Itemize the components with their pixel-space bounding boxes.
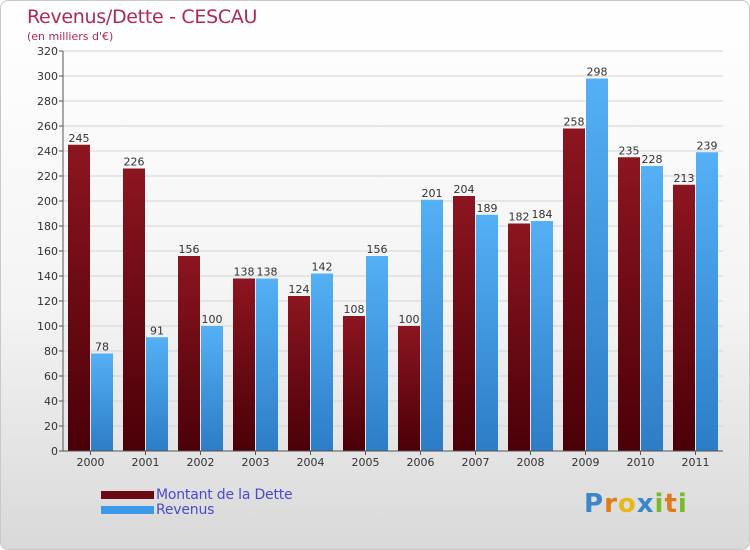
y-tick-label: 80 bbox=[44, 345, 58, 358]
bar-value-label: 100 bbox=[399, 313, 420, 326]
bar-debt bbox=[123, 168, 145, 451]
logo-letter: P bbox=[584, 489, 605, 519]
x-tick-label: 2010 bbox=[627, 456, 655, 469]
y-tick-label: 180 bbox=[37, 220, 58, 233]
bar-value-label: 78 bbox=[95, 341, 109, 354]
bar-revenus bbox=[366, 256, 388, 451]
y-tick-label: 20 bbox=[44, 420, 58, 433]
y-tick-label: 220 bbox=[37, 170, 58, 183]
bar-value-label: 108 bbox=[344, 303, 365, 316]
bar-value-label: 124 bbox=[289, 283, 310, 296]
legend-label-revenus: Revenus bbox=[156, 501, 215, 518]
x-tick-label: 2001 bbox=[132, 456, 160, 469]
y-tick-label: 200 bbox=[37, 195, 58, 208]
bar-value-label: 100 bbox=[202, 313, 223, 326]
bar-revenus bbox=[421, 199, 443, 451]
x-tick-label: 2011 bbox=[682, 456, 710, 469]
bar-debt bbox=[618, 157, 640, 451]
bar-value-label: 138 bbox=[234, 266, 255, 279]
bar-value-label: 182 bbox=[509, 211, 530, 224]
bar-value-label: 228 bbox=[642, 153, 663, 166]
bar-value-label: 142 bbox=[312, 261, 333, 274]
legend: Montant de la Dette Revenus bbox=[101, 486, 293, 518]
proxiti-logo: Proxiti bbox=[584, 489, 688, 519]
bar-value-label: 138 bbox=[257, 266, 278, 279]
y-tick-label: 320 bbox=[37, 45, 58, 58]
y-tick-label: 140 bbox=[37, 270, 58, 283]
logo-letter: o bbox=[617, 489, 637, 519]
bar-value-label: 245 bbox=[69, 132, 90, 145]
legend-label-debt: Montant de la Dette bbox=[156, 486, 293, 503]
logo-letter: i bbox=[677, 489, 688, 519]
y-tick-label: 60 bbox=[44, 370, 58, 383]
bar-value-label: 298 bbox=[587, 66, 608, 79]
bar-value-label: 184 bbox=[532, 208, 553, 221]
bar-value-label: 189 bbox=[477, 202, 498, 215]
bar-value-label: 156 bbox=[367, 243, 388, 256]
bar-debt bbox=[673, 184, 695, 451]
y-tick-label: 280 bbox=[37, 95, 58, 108]
bar-debt bbox=[508, 223, 530, 451]
logo-letter: t bbox=[664, 489, 678, 519]
x-tick-label: 2003 bbox=[242, 456, 270, 469]
bar-debt bbox=[453, 196, 475, 451]
chart-title: Revenus/Dette - CESCAU bbox=[27, 6, 258, 28]
legend-swatch-debt bbox=[101, 490, 154, 499]
bar-value-label: 91 bbox=[150, 324, 164, 337]
x-tick-label: 2009 bbox=[572, 456, 600, 469]
bar-debt bbox=[178, 256, 200, 451]
legend-swatch-revenus bbox=[101, 505, 154, 514]
bar-debt bbox=[288, 296, 310, 451]
y-tick-label: 0 bbox=[51, 445, 58, 458]
bar-revenus bbox=[201, 326, 223, 451]
bar-revenus bbox=[146, 337, 168, 451]
y-tick-label: 240 bbox=[37, 145, 58, 158]
legend-item-debt: Montant de la Dette bbox=[101, 486, 293, 503]
x-tick-label: 2004 bbox=[297, 456, 325, 469]
bar-revenus bbox=[586, 78, 608, 451]
bar-revenus bbox=[91, 353, 113, 451]
x-tick-label: 2008 bbox=[517, 456, 545, 469]
bar-revenus bbox=[531, 221, 553, 451]
bar-revenus bbox=[311, 273, 333, 451]
x-tick-label: 2000 bbox=[77, 456, 105, 469]
y-tick-label: 120 bbox=[37, 295, 58, 308]
y-tick-label: 160 bbox=[37, 245, 58, 258]
x-tick-label: 2006 bbox=[407, 456, 435, 469]
x-tick-label: 2002 bbox=[187, 456, 215, 469]
bar-revenus bbox=[641, 166, 663, 451]
bar-value-label: 235 bbox=[619, 144, 640, 157]
bar-debt bbox=[398, 326, 420, 451]
bar-debt bbox=[68, 144, 90, 451]
bar-value-label: 239 bbox=[697, 139, 718, 152]
bar-value-label: 226 bbox=[124, 156, 145, 169]
bar-value-label: 204 bbox=[454, 183, 475, 196]
x-tick-label: 2005 bbox=[352, 456, 380, 469]
bar-revenus bbox=[256, 278, 278, 451]
chart-subtitle: (en milliers d'€) bbox=[27, 30, 114, 43]
bar-revenus bbox=[696, 152, 718, 451]
bar-revenus bbox=[476, 214, 498, 451]
bar-value-label: 201 bbox=[422, 187, 443, 200]
legend-item-revenus: Revenus bbox=[101, 501, 292, 518]
bar-debt bbox=[343, 316, 365, 451]
bar-debt bbox=[233, 278, 255, 451]
y-tick-label: 100 bbox=[37, 320, 58, 333]
bar-value-label: 156 bbox=[179, 243, 200, 256]
y-tick-label: 300 bbox=[37, 70, 58, 83]
bar-value-label: 258 bbox=[564, 116, 585, 129]
bar-debt bbox=[563, 128, 585, 451]
logo-letter: x bbox=[636, 489, 655, 519]
y-tick-label: 260 bbox=[37, 120, 58, 133]
logo-letter: r bbox=[604, 489, 618, 519]
bar-value-label: 213 bbox=[674, 172, 695, 185]
y-tick-label: 40 bbox=[44, 395, 58, 408]
x-tick-label: 2007 bbox=[462, 456, 490, 469]
logo-letter: i bbox=[654, 489, 665, 519]
